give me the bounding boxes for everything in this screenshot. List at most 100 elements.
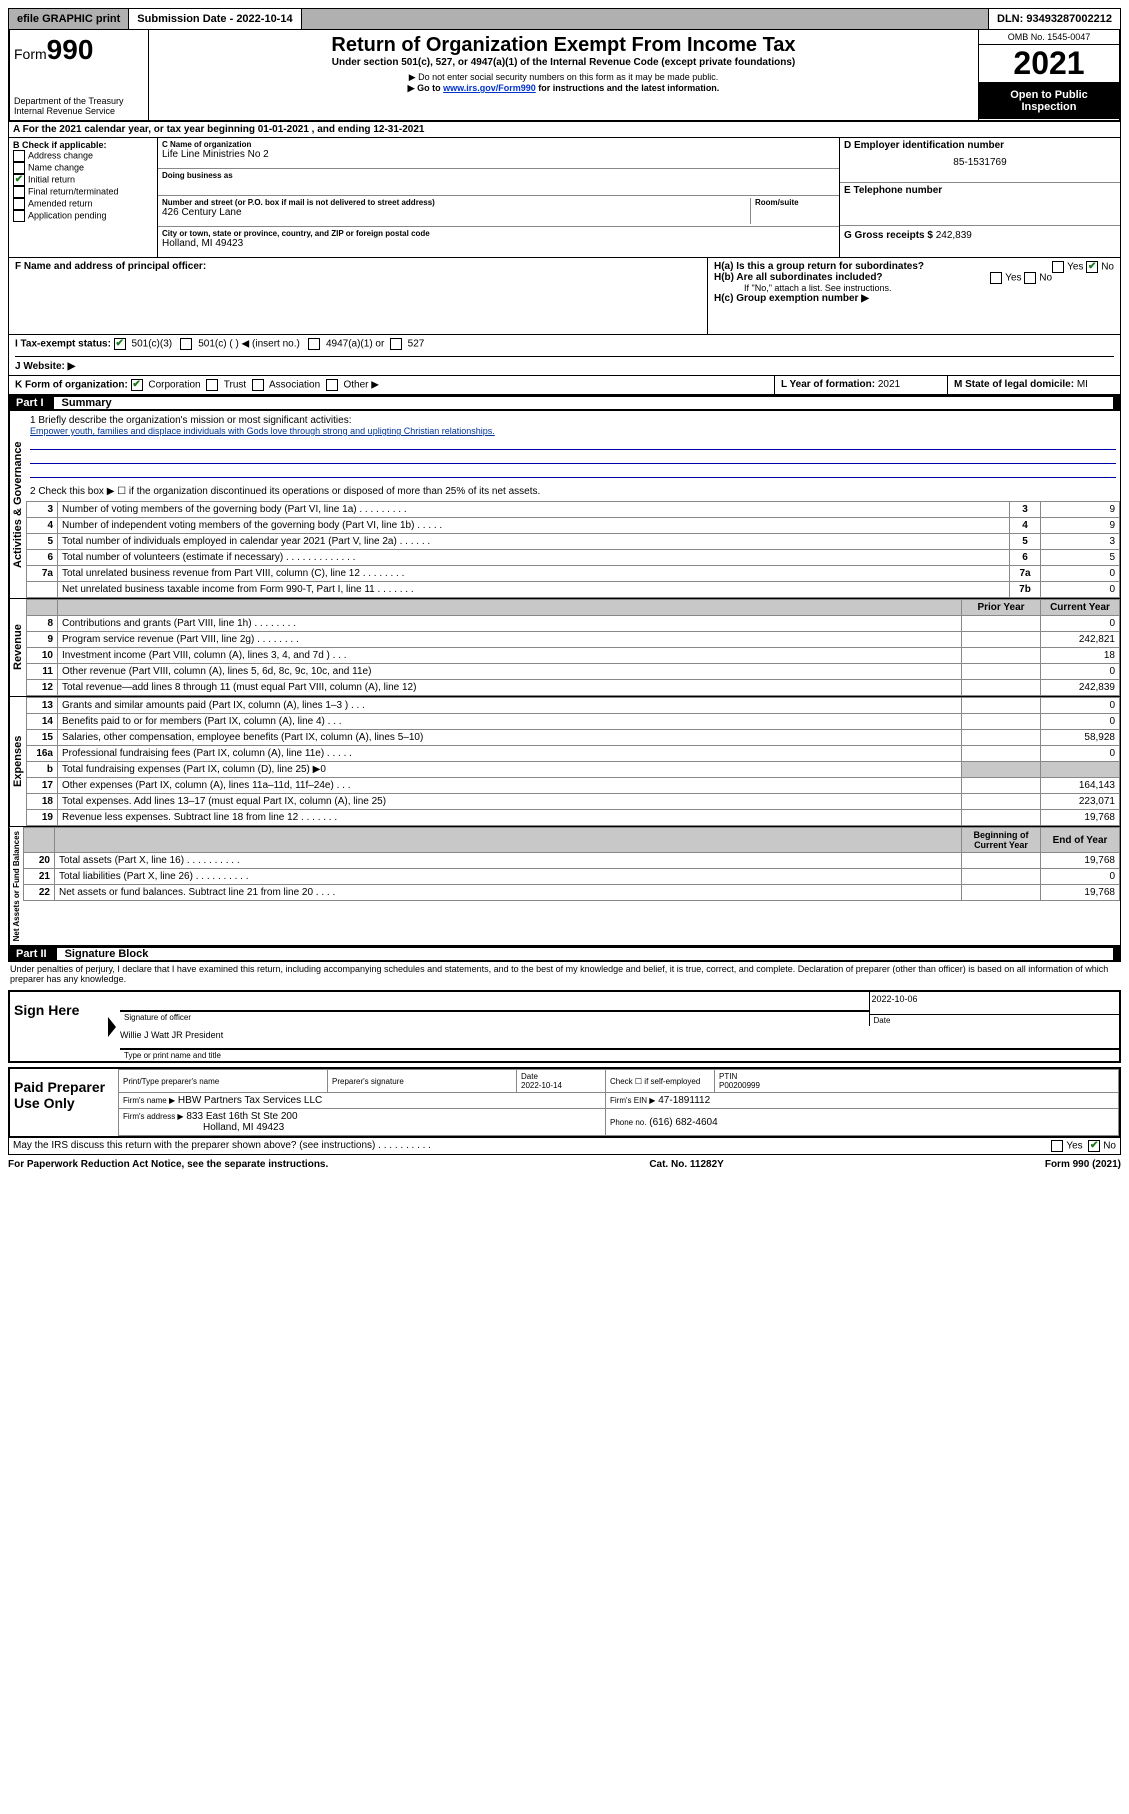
netassets-table: Beginning of Current Year End of Year 20… [23, 827, 1120, 901]
cb-527[interactable] [390, 338, 402, 350]
sign-here-label: Sign Here [10, 992, 108, 1061]
self-employed-check[interactable]: Check ☐ if self-employed [606, 1070, 715, 1093]
cb-4947[interactable] [308, 338, 320, 350]
firm-addr: 833 East 16th St Ste 200 [186, 1111, 297, 1122]
line-num: 10 [27, 648, 58, 664]
row-a-text: A For the 2021 calendar year, or tax yea… [13, 124, 424, 135]
line-text: Total expenses. Add lines 13–17 (must eq… [58, 794, 962, 810]
prior-value [962, 746, 1041, 762]
discuss-no-cb[interactable] [1088, 1140, 1100, 1152]
state-domicile-label: M State of legal domicile: [954, 379, 1074, 390]
preparer-sig-label: Preparer's signature [328, 1070, 517, 1093]
paperwork-notice: For Paperwork Reduction Act Notice, see … [8, 1159, 328, 1170]
line2-discontinued: 2 Check this box ▶ ☐ if the organization… [30, 486, 1116, 497]
line-text: Professional fundraising fees (Part IX, … [58, 746, 962, 762]
cb-corporation[interactable] [131, 379, 143, 391]
firm-ein: 47-1891112 [658, 1095, 710, 1106]
row-a-taxyear: A For the 2021 calendar year, or tax yea… [8, 122, 1121, 138]
form-header: Form990 Department of the Treasury Inter… [8, 30, 1121, 122]
form-word: Form [14, 46, 47, 62]
line-num [27, 582, 58, 598]
current-value: 0 [1041, 698, 1120, 714]
form-org-label: K Form of organization: [15, 380, 128, 391]
current-value: 19,768 [1041, 810, 1120, 826]
cb-other[interactable] [326, 379, 338, 391]
prior-year-header: Prior Year [962, 600, 1041, 616]
line-num: 22 [24, 885, 55, 901]
cb-501c3[interactable] [114, 338, 126, 350]
line-text: Other expenses (Part IX, column (A), lin… [58, 778, 962, 794]
line-num: 3 [27, 502, 58, 518]
org-city: Holland, MI 49423 [162, 238, 835, 249]
col-b-checkboxes: B Check if applicable: Address change Na… [9, 138, 158, 257]
sig-officer-line[interactable] [120, 992, 869, 1011]
blank [55, 828, 962, 853]
website-label: J Website: ▶ [15, 361, 75, 372]
cb-final-return[interactable]: Final return/terminated [13, 186, 153, 198]
revenue-table: Prior Year Current Year 8 Contributions … [26, 599, 1120, 696]
hb-no[interactable]: No [1039, 273, 1052, 284]
current-value: 0 [1041, 869, 1120, 885]
line-text: Total unrelated business revenue from Pa… [58, 566, 1010, 582]
line-value: 0 [1041, 566, 1120, 582]
line-num: 12 [27, 680, 58, 696]
current-value: 0 [1041, 664, 1120, 680]
discuss-row: May the IRS discuss this return with the… [8, 1138, 1121, 1155]
sig-officer-label: Signature of officer [120, 1011, 869, 1023]
ha-no[interactable]: No [1101, 262, 1114, 273]
cb-association[interactable] [252, 379, 264, 391]
prior-value [962, 714, 1041, 730]
prior-value [962, 778, 1041, 794]
cb-name-change[interactable]: Name change [13, 162, 153, 174]
opt-527: 527 [408, 339, 425, 350]
prior-value [962, 648, 1041, 664]
ptin-value: P00200999 [719, 1081, 760, 1090]
org-name: Life Line Ministries No 2 [162, 149, 835, 160]
line-text: Program service revenue (Part VIII, line… [58, 632, 962, 648]
line-num: 14 [27, 714, 58, 730]
prior-value [962, 616, 1041, 632]
state-domicile: MI [1077, 379, 1088, 390]
hb-note: If "No," attach a list. See instructions… [714, 283, 1114, 293]
penalties-text: Under penalties of perjury, I declare th… [8, 962, 1121, 986]
cb-address-change[interactable]: Address change [13, 150, 153, 162]
cb-application-pending[interactable]: Application pending [13, 210, 153, 222]
preparer-date: 2022-10-14 [521, 1081, 562, 1090]
current-value: 19,768 [1041, 885, 1120, 901]
sig-date-value: 2022-10-06 [870, 992, 1120, 1014]
city-label: City or town, state or province, country… [162, 229, 835, 238]
line-value: 3 [1041, 534, 1120, 550]
paid-preparer-block: Paid Preparer Use Only Print/Type prepar… [8, 1067, 1121, 1138]
line-num: 8 [27, 616, 58, 632]
arrow-icon [108, 1017, 116, 1037]
irs-link[interactable]: www.irs.gov/Form990 [443, 83, 536, 93]
paid-preparer-label: Paid Preparer Use Only [10, 1069, 118, 1136]
cb-trust[interactable] [206, 379, 218, 391]
line-text: Total number of individuals employed in … [58, 534, 1010, 550]
hb-yes[interactable]: Yes [1005, 273, 1021, 284]
line-num: 7a [27, 566, 58, 582]
opt-corp: Corporation [148, 380, 200, 391]
prior-value [962, 885, 1041, 901]
opt-501c: 501(c) ( ) ◀ (insert no.) [198, 339, 300, 350]
prior-value [962, 664, 1041, 680]
prior-value [962, 730, 1041, 746]
opt-trust: Trust [224, 380, 246, 391]
cb-initial-return[interactable]: Initial return [13, 174, 153, 186]
firm-name-label: Firm's name ▶ [123, 1096, 175, 1105]
ha-yes[interactable]: Yes [1067, 262, 1083, 273]
efile-print-button[interactable]: efile GRAPHIC print [9, 9, 129, 29]
line-text: Salaries, other compensation, employee b… [58, 730, 962, 746]
year-formation: 2021 [878, 379, 900, 390]
sig-date-label: Date [870, 1014, 1120, 1026]
form-title: Return of Organization Exempt From Incom… [153, 34, 974, 57]
discuss-yes-cb[interactable] [1051, 1140, 1063, 1152]
cb-amended-return[interactable]: Amended return [13, 198, 153, 210]
current-value: 0 [1041, 746, 1120, 762]
topbar-spacer [302, 9, 989, 29]
line-box: 7b [1010, 582, 1041, 598]
cb-501c[interactable] [180, 338, 192, 350]
vlabel-netassets: Net Assets or Fund Balances [9, 827, 23, 945]
hc-label: H(c) Group exemption number ▶ [714, 293, 869, 304]
prior-value [962, 853, 1041, 869]
